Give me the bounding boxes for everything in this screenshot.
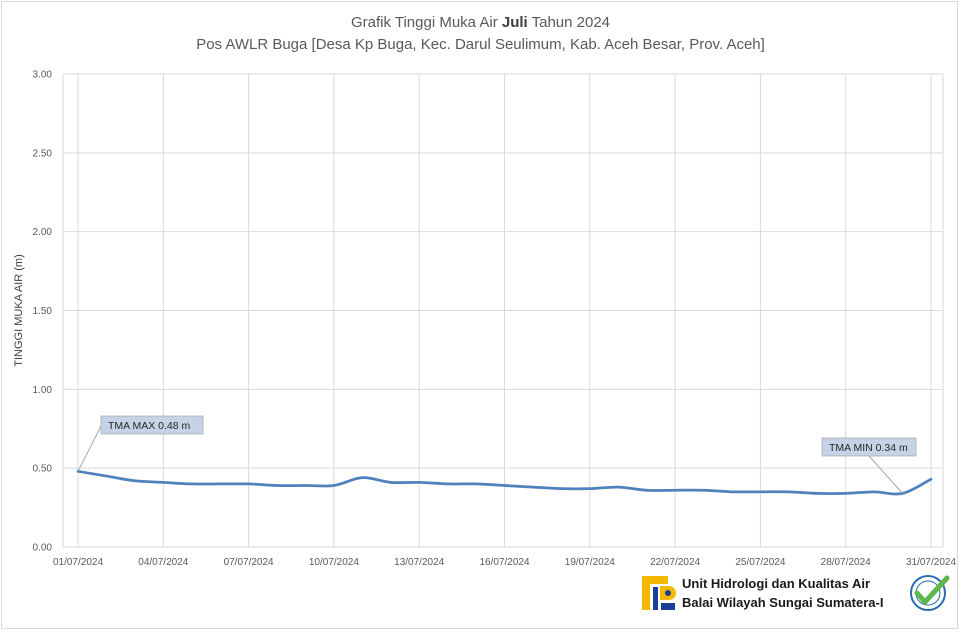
y-tick-label: 2.00 — [33, 227, 53, 238]
x-tick-label: 28/07/2024 — [821, 557, 871, 568]
chart-title-block: Grafik Tinggi Muka Air Juli Tahun 2024 P… — [0, 12, 961, 56]
x-tick-label: 31/07/2024 — [906, 557, 956, 568]
footer-text: Unit Hidrologi dan Kualitas Air Balai Wi… — [682, 574, 883, 612]
title-month: Juli — [501, 14, 528, 31]
footer: Unit Hidrologi dan Kualitas Air Balai Wi… — [641, 573, 959, 617]
callout-box — [821, 437, 917, 457]
y-tick-label: 2.50 — [33, 148, 53, 159]
callout-label: TMA MAX 0.48 m — [108, 420, 191, 432]
callout-leader — [868, 455, 903, 494]
certified-badge-icon — [910, 575, 950, 611]
chart-subtitle: Pos AWLR Buga [Desa Kp Buga, Kec. Darul … — [196, 36, 765, 53]
y-tick-label: 0.00 — [33, 543, 53, 554]
x-tick-label: 13/07/2024 — [394, 557, 444, 568]
x-tick-label: 22/07/2024 — [650, 557, 700, 568]
callout-label: TMA MIN 0.34 m — [829, 442, 908, 454]
title-prefix: Grafik Tinggi Muka Air — [350, 14, 502, 31]
y-tick-label: 1.00 — [33, 385, 53, 396]
callout-leader — [77, 425, 102, 472]
x-tick-label: 10/07/2024 — [309, 557, 359, 568]
callout-box — [100, 415, 204, 435]
x-tick-label: 07/07/2024 — [224, 557, 274, 568]
footer-line-unit: Unit Hidrologi dan Kualitas Air — [682, 576, 871, 591]
series-line — [76, 469, 933, 496]
x-tick-label: 16/07/2024 — [479, 557, 529, 568]
y-axis-label: TINGGI MUKA AIR (m) — [13, 254, 25, 366]
y-tick-label: 0.50 — [33, 464, 53, 475]
pu-logo-icon — [641, 575, 677, 611]
chart-title: Grafik Tinggi Muka Air Juli Tahun 2024 — [0, 12, 961, 34]
y-tick-label: 3.00 — [33, 70, 53, 81]
x-tick-label: 25/07/2024 — [735, 557, 785, 568]
footer-line-balai: Balai Wilayah Sungai Sumatera-I — [682, 595, 884, 610]
y-tick-label: 1.50 — [33, 306, 53, 317]
x-tick-label: 19/07/2024 — [565, 557, 615, 568]
x-tick-label: 04/07/2024 — [138, 557, 188, 568]
title-suffix: Tahun 2024 — [527, 14, 611, 31]
x-tick-label: 01/07/2024 — [53, 557, 103, 568]
